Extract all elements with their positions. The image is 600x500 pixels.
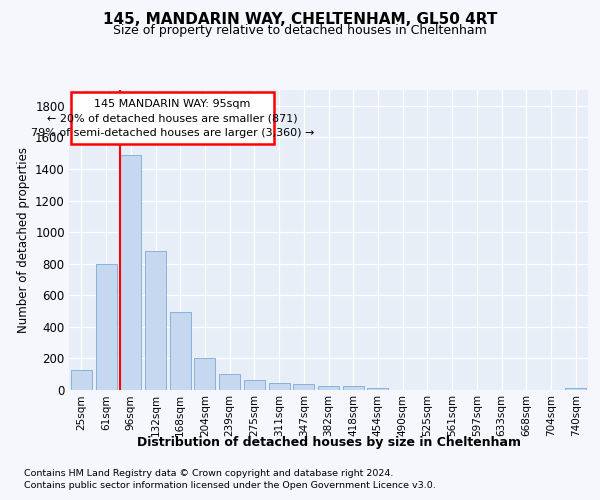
Bar [269, 382, 290, 390]
Text: Contains HM Land Registry data © Crown copyright and database right 2024.: Contains HM Land Registry data © Crown c… [24, 470, 394, 478]
Text: Contains public sector information licensed under the Open Government Licence v3: Contains public sector information licen… [24, 482, 436, 490]
Text: 145, MANDARIN WAY, CHELTENHAM, GL50 4RT: 145, MANDARIN WAY, CHELTENHAM, GL50 4RT [103, 12, 497, 28]
Bar [565, 388, 586, 390]
Text: Size of property relative to detached houses in Cheltenham: Size of property relative to detached ho… [113, 24, 487, 37]
FancyBboxPatch shape [71, 92, 274, 144]
Bar [145, 251, 166, 390]
Bar [219, 374, 240, 390]
Y-axis label: Number of detached properties: Number of detached properties [17, 147, 29, 333]
Bar [244, 380, 265, 390]
Bar [71, 370, 92, 390]
Bar [343, 386, 364, 390]
Bar [194, 358, 215, 390]
Text: Distribution of detached houses by size in Cheltenham: Distribution of detached houses by size … [137, 436, 521, 449]
Bar [318, 386, 339, 390]
Bar [120, 154, 141, 390]
Text: 145 MANDARIN WAY: 95sqm: 145 MANDARIN WAY: 95sqm [94, 99, 251, 109]
Bar [293, 384, 314, 390]
Bar [367, 388, 388, 390]
Text: ← 20% of detached houses are smaller (871): ← 20% of detached houses are smaller (87… [47, 114, 298, 124]
Text: 79% of semi-detached houses are larger (3,360) →: 79% of semi-detached houses are larger (… [31, 128, 314, 138]
Bar [170, 312, 191, 390]
Bar [95, 264, 116, 390]
